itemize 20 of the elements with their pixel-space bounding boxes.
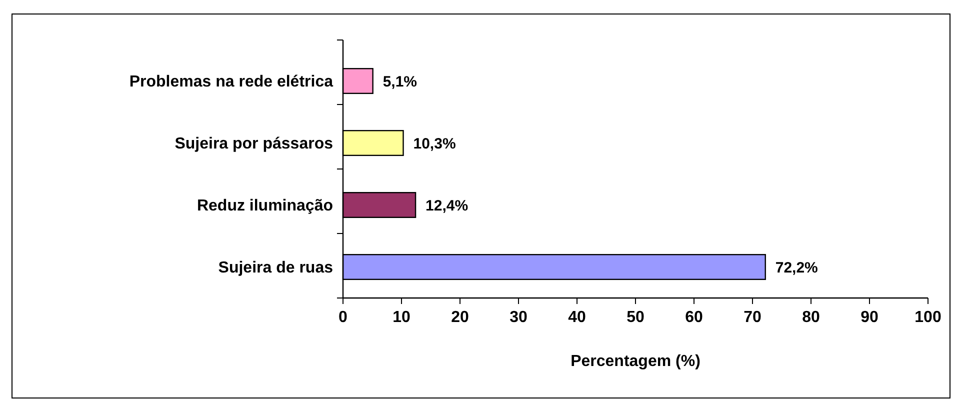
x-tick-label: 30 — [510, 309, 528, 326]
data-label: 72,2% — [775, 259, 818, 276]
data-label: 10,3% — [413, 135, 456, 152]
x-tick-label: 100 — [914, 309, 942, 326]
x-tick-label: 90 — [860, 309, 878, 326]
x-tick-label: 10 — [392, 309, 410, 326]
y-tick-label: Sujeira de ruas — [218, 260, 334, 277]
y-tick-label: Sujeira por pássaros — [174, 136, 334, 153]
x-tick-label: 20 — [451, 309, 469, 326]
data-label: 5,1% — [382, 73, 418, 90]
x-tick-label: 50 — [626, 309, 644, 326]
x-tick-label: 0 — [338, 309, 348, 326]
y-tick-label: Problemas na rede elétrica — [129, 74, 334, 91]
x-axis-title: Percentagem (%) — [570, 353, 700, 370]
x-tick-label: 80 — [802, 309, 820, 326]
x-tick-label: 60 — [685, 309, 703, 326]
y-tick-label: Reduz iluminação — [196, 198, 334, 215]
x-tick-label: 70 — [744, 309, 762, 326]
data-label: 12,4% — [426, 197, 468, 214]
x-tick-label: 40 — [568, 309, 586, 326]
